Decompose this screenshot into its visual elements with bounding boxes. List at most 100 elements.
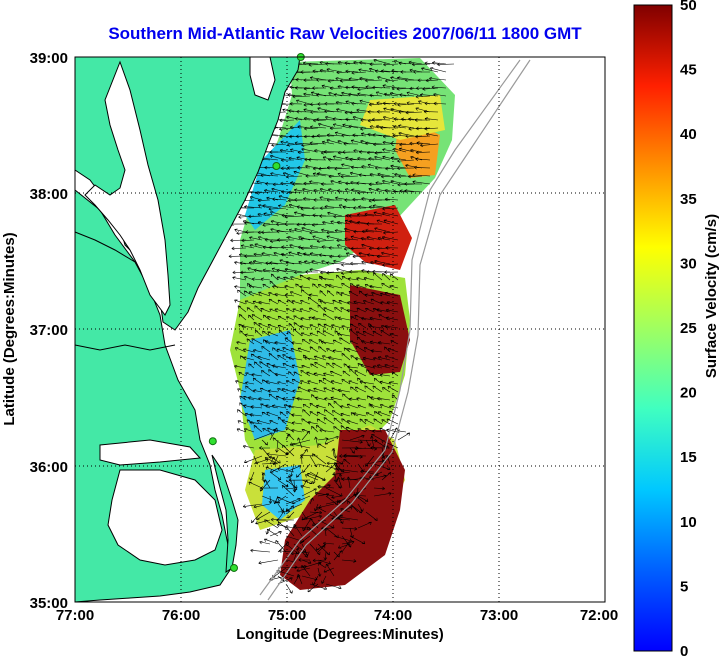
velocity-vector — [286, 166, 303, 170]
velocity-vector — [343, 142, 359, 146]
velocity-vector — [381, 282, 391, 289]
velocity-vector — [389, 405, 399, 409]
velocity-vector — [244, 412, 255, 417]
velocity-vector — [411, 62, 431, 67]
velocity-vector — [337, 172, 351, 177]
velocity-vector — [266, 528, 279, 537]
velocity-vector — [272, 285, 287, 289]
velocity-vector — [373, 59, 391, 65]
velocity-vector — [373, 492, 392, 497]
velocity-vector — [276, 276, 287, 281]
velocity-vector — [381, 440, 399, 449]
potomac-river — [74, 231, 136, 263]
velocity-vector — [249, 413, 263, 417]
velocity-vector — [357, 213, 375, 217]
velocity-vector — [382, 272, 391, 281]
velocity-vector — [354, 314, 367, 321]
velocity-vector — [290, 348, 303, 353]
velocity-vector — [413, 70, 431, 74]
velocity-vector — [262, 330, 271, 337]
velocity-vector — [393, 101, 407, 106]
velocity-vector — [261, 472, 266, 481]
velocity-vector — [309, 402, 319, 409]
velocity-vector — [308, 293, 319, 297]
velocity-vector — [341, 378, 351, 385]
velocity-vector — [276, 268, 295, 273]
velocity-vector — [318, 253, 335, 257]
velocity-vector — [357, 87, 375, 91]
velocity-vector — [352, 116, 367, 121]
velocity-vector — [357, 363, 367, 369]
velocity-vector — [291, 364, 303, 369]
velocity-vector — [278, 329, 287, 337]
velocity-vector — [276, 518, 295, 522]
velocity-vector — [335, 100, 351, 105]
velocity-vector — [326, 362, 335, 369]
velocity-vector — [285, 487, 298, 491]
velocity-vector — [375, 181, 391, 185]
velocity-vector — [349, 340, 359, 345]
velocity-vector — [372, 198, 391, 202]
velocity-vector — [341, 477, 359, 482]
velocity-vector — [324, 409, 335, 417]
velocity-vector — [277, 510, 285, 521]
velocity-vector — [425, 78, 439, 83]
velocity-vector — [287, 236, 303, 241]
velocity-vector — [248, 291, 263, 297]
velocity-vector — [274, 372, 287, 377]
velocity-vector — [340, 425, 351, 433]
velocity-vector — [341, 133, 359, 138]
velocity-vector — [309, 346, 319, 353]
velocity-vector — [333, 417, 343, 425]
velocity-vector — [288, 156, 303, 161]
velocity-vector — [319, 428, 335, 433]
velocity-vector — [405, 134, 423, 139]
velocity-vector — [303, 108, 319, 113]
velocity-vector — [294, 141, 311, 146]
velocity-vector — [372, 133, 391, 137]
velocity-vector — [372, 429, 383, 433]
velocity-vector — [316, 404, 327, 409]
velocity-vector — [340, 508, 351, 513]
velocity-vector — [304, 126, 319, 131]
velocity-vector — [301, 479, 313, 485]
velocity-vector — [391, 371, 399, 377]
velocity-vector — [318, 379, 327, 385]
velocity-vector — [390, 141, 407, 146]
velocity-vector — [335, 196, 351, 201]
velocity-vector — [293, 547, 300, 561]
colorbar-tick-label: 30 — [680, 255, 697, 272]
velocity-vector — [326, 139, 343, 145]
velocity-vector — [382, 155, 399, 161]
velocity-vector — [269, 456, 276, 465]
velocity-vector — [289, 291, 303, 297]
velocity-vector — [298, 236, 311, 241]
velocity-vector — [386, 300, 399, 305]
velocity-vector — [271, 187, 287, 193]
velocity-vector — [325, 62, 343, 66]
velocity-vector — [350, 316, 359, 321]
velocity-vector — [376, 188, 391, 193]
velocity-vector — [269, 427, 278, 441]
velocity-vector — [297, 386, 311, 393]
velocity-vector — [317, 485, 335, 489]
velocity-vector — [398, 174, 415, 178]
velocity-vector — [303, 92, 319, 97]
velocity-vector — [338, 515, 359, 521]
velocity-vector — [337, 254, 351, 259]
velocity-vector — [416, 86, 431, 91]
velocity-vector — [307, 526, 319, 537]
velocity-vector — [357, 404, 367, 409]
velocity-vector — [399, 142, 415, 147]
velocity-vector — [291, 443, 311, 449]
velocity-vector — [347, 277, 359, 281]
velocity-vector — [412, 173, 431, 177]
velocity-vector — [370, 298, 383, 305]
velocity-vector — [302, 354, 311, 361]
velocity-vector — [415, 94, 431, 99]
velocity-vector — [365, 141, 383, 146]
velocity-vector — [433, 101, 447, 106]
velocity-vector — [287, 433, 295, 441]
y-tick-label: 37:00 — [30, 322, 68, 339]
velocity-vector — [317, 443, 327, 449]
